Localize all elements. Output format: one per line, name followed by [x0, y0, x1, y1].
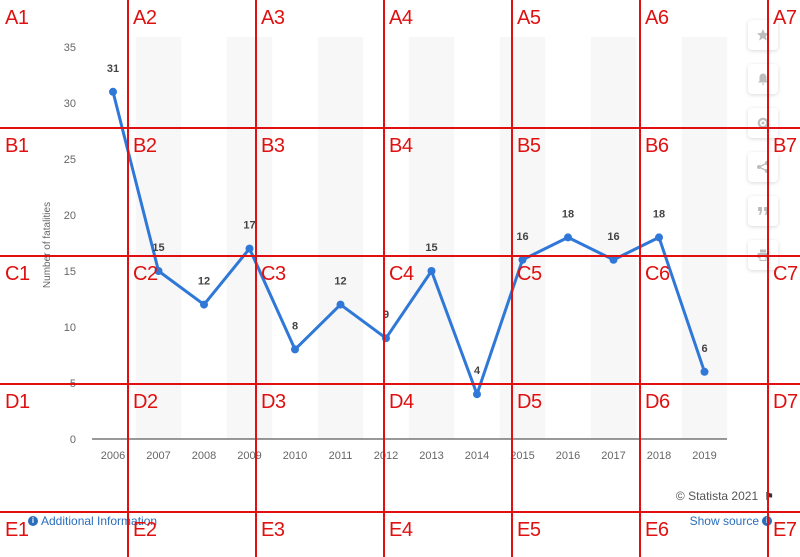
data-labels: 31 15 12 17 8 12 9 15 4 16 18 16 18 6: [107, 63, 708, 377]
y-tick-label: 20: [64, 210, 76, 222]
data-label: 15: [152, 242, 164, 254]
show-source-link[interactable]: Show source i: [690, 514, 772, 528]
data-point[interactable]: [518, 255, 527, 264]
data-label: 31: [107, 63, 119, 75]
column-band: [499, 37, 546, 439]
data-point[interactable]: [427, 267, 436, 275]
data-point[interactable]: [382, 334, 390, 343]
x-tick-label: 2014: [465, 450, 489, 462]
x-tick-label: 2015: [510, 450, 534, 462]
info-icon: i: [762, 516, 772, 526]
bell-icon[interactable]: [748, 64, 778, 94]
y-tick-label: 15: [64, 266, 76, 278]
data-label: 18: [653, 208, 665, 220]
y-tick-label: 5: [70, 378, 76, 390]
data-label: 15: [425, 242, 437, 254]
additional-info-link[interactable]: i Additional Information: [28, 514, 157, 528]
data-points: [109, 87, 709, 399]
show-source-label: Show source: [689, 514, 759, 528]
copyright-notice: © Statista 2021 ⚑: [676, 489, 774, 503]
x-tick-label: 2009: [237, 450, 261, 462]
data-point[interactable]: [154, 267, 163, 275]
column-bands: [135, 37, 728, 439]
y-tick-label: 10: [64, 322, 76, 334]
data-label: 8: [292, 320, 298, 332]
data-label: 9: [383, 309, 389, 321]
x-tick-label: 2007: [146, 450, 170, 462]
quote-icon[interactable]: [748, 196, 778, 226]
data-point[interactable]: [473, 390, 481, 399]
x-tick-label: 2017: [601, 450, 625, 462]
y-tick-label: 30: [64, 98, 76, 110]
x-tick-label: 2016: [556, 450, 580, 462]
star-icon[interactable]: [748, 20, 778, 50]
column-band: [317, 37, 364, 439]
column-band: [226, 37, 273, 439]
info-icon: i: [28, 516, 38, 526]
column-band: [681, 37, 728, 439]
data-label: 4: [474, 365, 481, 377]
data-label: 18: [562, 208, 574, 220]
x-tick-label: 2013: [419, 450, 443, 462]
column-band: [135, 37, 182, 439]
data-label: 12: [198, 276, 210, 288]
y-tick-label: 0: [70, 434, 76, 446]
column-band: [408, 37, 455, 439]
x-axis: 2006 2007 2008 2009 2010 2011 2012 2013 2014 2015…: [101, 450, 717, 462]
column-band: [590, 37, 637, 439]
data-point[interactable]: [291, 345, 299, 354]
copyright-text: © Statista 2021: [675, 489, 759, 503]
print-icon[interactable]: [748, 240, 778, 270]
share-icon[interactable]: [748, 152, 778, 182]
gear-icon[interactable]: [748, 108, 778, 138]
data-label: 6: [701, 343, 707, 355]
x-tick-label: 2011: [329, 450, 353, 462]
x-tick-label: 2018: [647, 450, 671, 462]
data-point[interactable]: [336, 300, 345, 309]
flag-icon[interactable]: ⚑: [764, 490, 774, 503]
y-axis: 0 5 10 15 20 25 30 35: [64, 42, 76, 446]
data-point[interactable]: [109, 87, 117, 96]
data-point[interactable]: [655, 233, 663, 242]
data-label: 16: [607, 231, 619, 243]
y-axis-title: Number of fatalities: [42, 202, 53, 288]
x-tick-label: 2008: [192, 450, 216, 462]
data-point[interactable]: [564, 233, 572, 242]
x-tick-label: 2010: [283, 450, 307, 462]
data-point[interactable]: [609, 255, 618, 264]
data-label: 17: [243, 220, 255, 232]
y-tick-label: 35: [64, 42, 76, 54]
data-label: 12: [334, 276, 346, 288]
data-label: 16: [516, 231, 528, 243]
additional-info-label: Additional Information: [41, 514, 158, 528]
y-tick-label: 25: [64, 154, 76, 166]
data-point[interactable]: [700, 367, 709, 376]
x-tick-label: 2012: [374, 450, 398, 462]
x-tick-label: 2006: [101, 450, 125, 462]
x-tick-label: 2019: [692, 450, 716, 462]
data-point[interactable]: [200, 300, 208, 309]
chart-toolbar: [748, 20, 780, 284]
data-point[interactable]: [245, 244, 254, 253]
